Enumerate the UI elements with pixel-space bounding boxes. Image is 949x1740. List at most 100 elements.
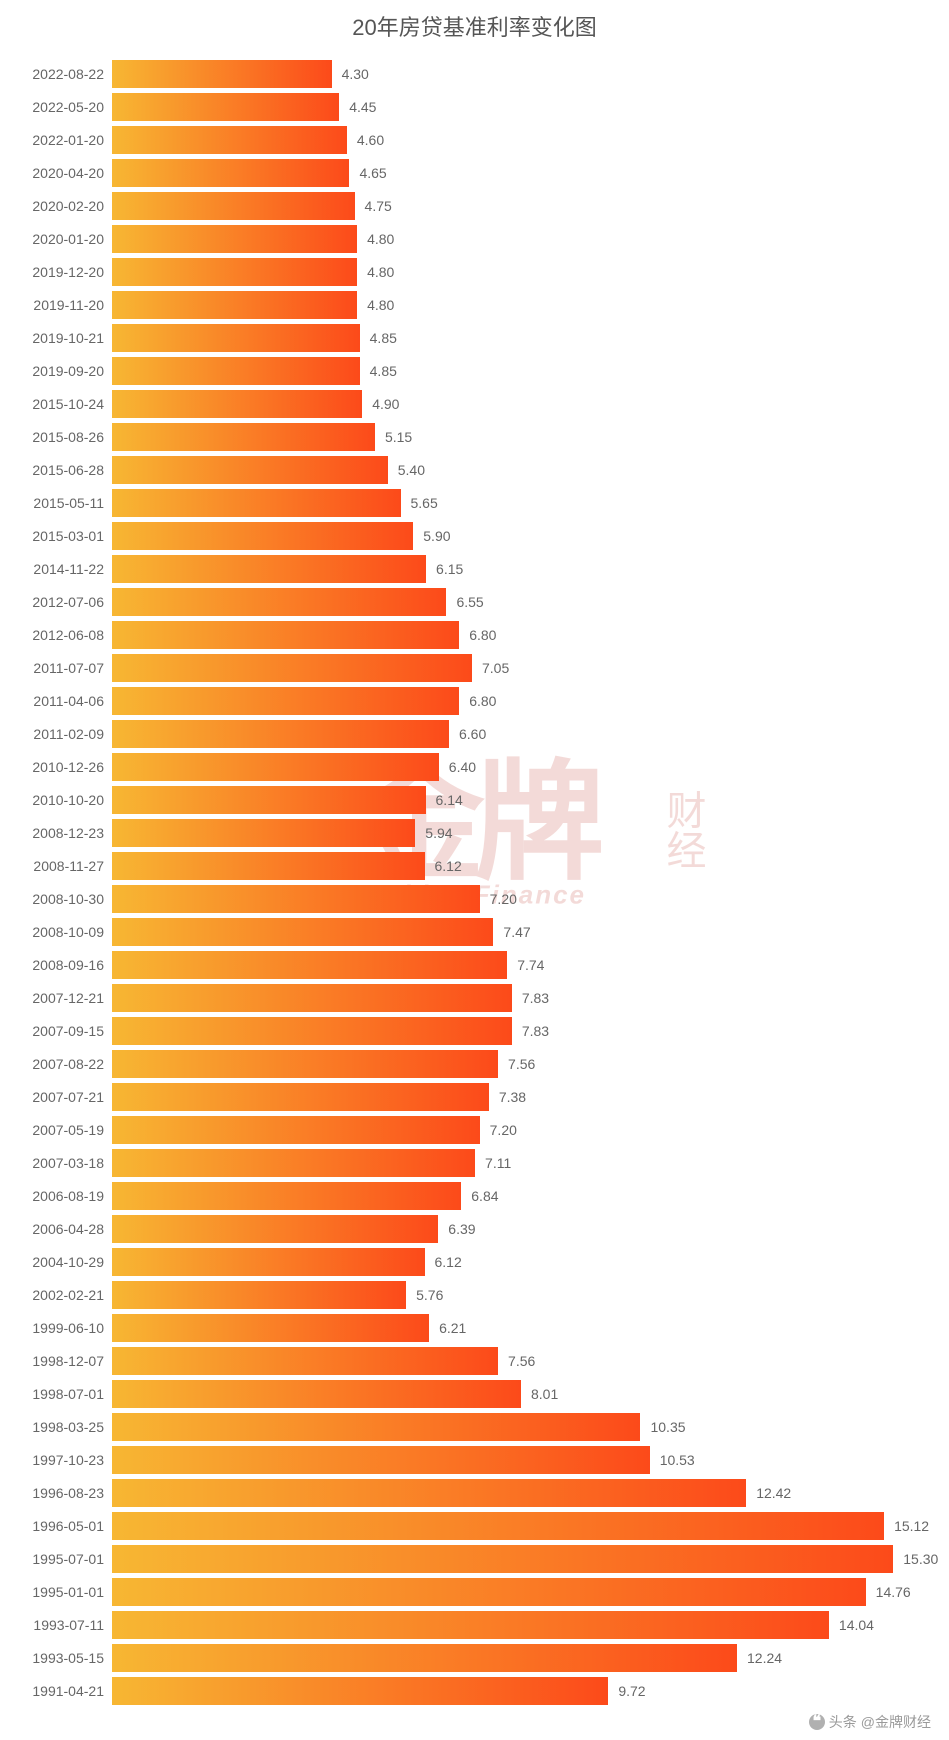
bar: 4.80 bbox=[112, 225, 357, 253]
bar-value-label: 5.90 bbox=[413, 528, 450, 544]
bar-track: 6.21 bbox=[112, 1314, 929, 1342]
bar: 5.76 bbox=[112, 1281, 406, 1309]
y-axis-label: 2006-08-19 bbox=[20, 1188, 112, 1204]
bar-value-label: 6.84 bbox=[461, 1188, 498, 1204]
bar-value-label: 5.65 bbox=[401, 495, 438, 511]
bar-row: 1993-05-1512.24 bbox=[20, 1644, 929, 1672]
y-axis-label: 1995-01-01 bbox=[20, 1584, 112, 1600]
y-axis-label: 2006-04-28 bbox=[20, 1221, 112, 1237]
bar-row: 2007-09-157.83 bbox=[20, 1017, 929, 1045]
bar-row: 2012-06-086.80 bbox=[20, 621, 929, 649]
y-axis-label: 2019-10-21 bbox=[20, 330, 112, 346]
y-axis-label: 1996-08-23 bbox=[20, 1485, 112, 1501]
bar: 4.85 bbox=[112, 357, 360, 385]
bar-track: 5.65 bbox=[112, 489, 929, 517]
bar-track: 7.56 bbox=[112, 1347, 929, 1375]
bar-row: 2010-12-266.40 bbox=[20, 753, 929, 781]
bar-track: 15.12 bbox=[112, 1512, 929, 1540]
bar-value-label: 7.74 bbox=[507, 957, 544, 973]
bar: 5.15 bbox=[112, 423, 375, 451]
bar-value-label: 7.11 bbox=[475, 1155, 511, 1171]
bar-track: 6.80 bbox=[112, 687, 929, 715]
bar-value-label: 7.83 bbox=[512, 990, 549, 1006]
bar-track: 10.35 bbox=[112, 1413, 929, 1441]
bar-value-label: 12.42 bbox=[746, 1485, 791, 1501]
bar-track: 7.05 bbox=[112, 654, 929, 682]
bar-row: 2020-02-204.75 bbox=[20, 192, 929, 220]
bar-row: 2019-11-204.80 bbox=[20, 291, 929, 319]
bar-value-label: 14.76 bbox=[866, 1584, 911, 1600]
bar: 12.42 bbox=[112, 1479, 746, 1507]
bar-value-label: 6.80 bbox=[459, 627, 496, 643]
y-axis-label: 2008-10-30 bbox=[20, 891, 112, 907]
bar: 5.90 bbox=[112, 522, 413, 550]
bar: 4.45 bbox=[112, 93, 339, 121]
bar-value-label: 4.80 bbox=[357, 264, 394, 280]
y-axis-label: 2022-01-20 bbox=[20, 132, 112, 148]
bar-track: 4.45 bbox=[112, 93, 929, 121]
y-axis-label: 2010-10-20 bbox=[20, 792, 112, 808]
chart-title: 20年房贷基准利率变化图 bbox=[20, 10, 929, 42]
y-axis-label: 2012-07-06 bbox=[20, 594, 112, 610]
bar-row: 2007-03-187.11 bbox=[20, 1149, 929, 1177]
bar-row: 2008-09-167.74 bbox=[20, 951, 929, 979]
bar-row: 2007-12-217.83 bbox=[20, 984, 929, 1012]
y-axis-label: 2011-04-06 bbox=[20, 693, 112, 709]
bar-track: 10.53 bbox=[112, 1446, 929, 1474]
y-axis-label: 2022-08-22 bbox=[20, 66, 112, 82]
bar-track: 4.80 bbox=[112, 258, 929, 286]
bar-track: 15.30 bbox=[112, 1545, 929, 1573]
bar-row: 2006-08-19 6.84 bbox=[20, 1182, 929, 1210]
bar-row: 1995-01-0114.76 bbox=[20, 1578, 929, 1606]
bar: 7.20 bbox=[112, 1116, 480, 1144]
bar-value-label: 6.80 bbox=[459, 693, 496, 709]
y-axis-label: 2008-11-27 bbox=[20, 858, 112, 874]
bar-value-label: 6.15 bbox=[426, 561, 463, 577]
bar-track: 6.60 bbox=[112, 720, 929, 748]
bar-value-label: 5.76 bbox=[406, 1287, 443, 1303]
bar-row: 2015-03-015.90 bbox=[20, 522, 929, 550]
bar-row: 2002-02-215.76 bbox=[20, 1281, 929, 1309]
bar-track: 4.90 bbox=[112, 390, 929, 418]
bar-row: 1996-08-2312.42 bbox=[20, 1479, 929, 1507]
y-axis-label: 2015-06-28 bbox=[20, 462, 112, 478]
bar: 6.80 bbox=[112, 621, 459, 649]
bar-track: 5.40 bbox=[112, 456, 929, 484]
bar: 6.15 bbox=[112, 555, 426, 583]
bar-track: 6.80 bbox=[112, 621, 929, 649]
y-axis-label: 2007-05-19 bbox=[20, 1122, 112, 1138]
y-axis-label: 1998-07-01 bbox=[20, 1386, 112, 1402]
y-axis-label: 2002-02-21 bbox=[20, 1287, 112, 1303]
bar-row: 1991-04-219.72 bbox=[20, 1677, 929, 1705]
bar-row: 2008-10-097.47 bbox=[20, 918, 929, 946]
bar-track: 14.76 bbox=[112, 1578, 929, 1606]
bar-track: 6.12 bbox=[112, 1248, 929, 1276]
bar-value-label: 8.01 bbox=[521, 1386, 558, 1402]
bar-row: 2008-12-235.94 bbox=[20, 819, 929, 847]
bar-track: 4.65 bbox=[112, 159, 929, 187]
credit-icon: ❝ bbox=[809, 1714, 825, 1730]
bar-value-label: 4.75 bbox=[355, 198, 392, 214]
bar-value-label: 7.20 bbox=[480, 1122, 517, 1138]
bar-value-label: 4.90 bbox=[362, 396, 399, 412]
y-axis-label: 2019-09-20 bbox=[20, 363, 112, 379]
bar-row: 2011-07-077.05 bbox=[20, 654, 929, 682]
bar-row: 2019-12-204.80 bbox=[20, 258, 929, 286]
bar: 6.55 bbox=[112, 588, 446, 616]
y-axis-label: 2012-06-08 bbox=[20, 627, 112, 643]
bar-row: 2019-09-204.85 bbox=[20, 357, 929, 385]
bar: 6.12 bbox=[112, 852, 425, 880]
bar: 10.53 bbox=[112, 1446, 650, 1474]
bar-track: 4.85 bbox=[112, 324, 929, 352]
bar: 14.76 bbox=[112, 1578, 866, 1606]
y-axis-label: 2020-01-20 bbox=[20, 231, 112, 247]
bar: 9.72 bbox=[112, 1677, 608, 1705]
bar: 5.40 bbox=[112, 456, 388, 484]
bar-row: 1995-07-0115.30 bbox=[20, 1545, 929, 1573]
bar: 4.80 bbox=[112, 291, 357, 319]
y-axis-label: 2014-11-22 bbox=[20, 561, 112, 577]
bar-value-label: 6.40 bbox=[439, 759, 476, 775]
y-axis-label: 2008-12-23 bbox=[20, 825, 112, 841]
bar-row: 2015-08-265.15 bbox=[20, 423, 929, 451]
bar-row: 2022-05-204.45 bbox=[20, 93, 929, 121]
